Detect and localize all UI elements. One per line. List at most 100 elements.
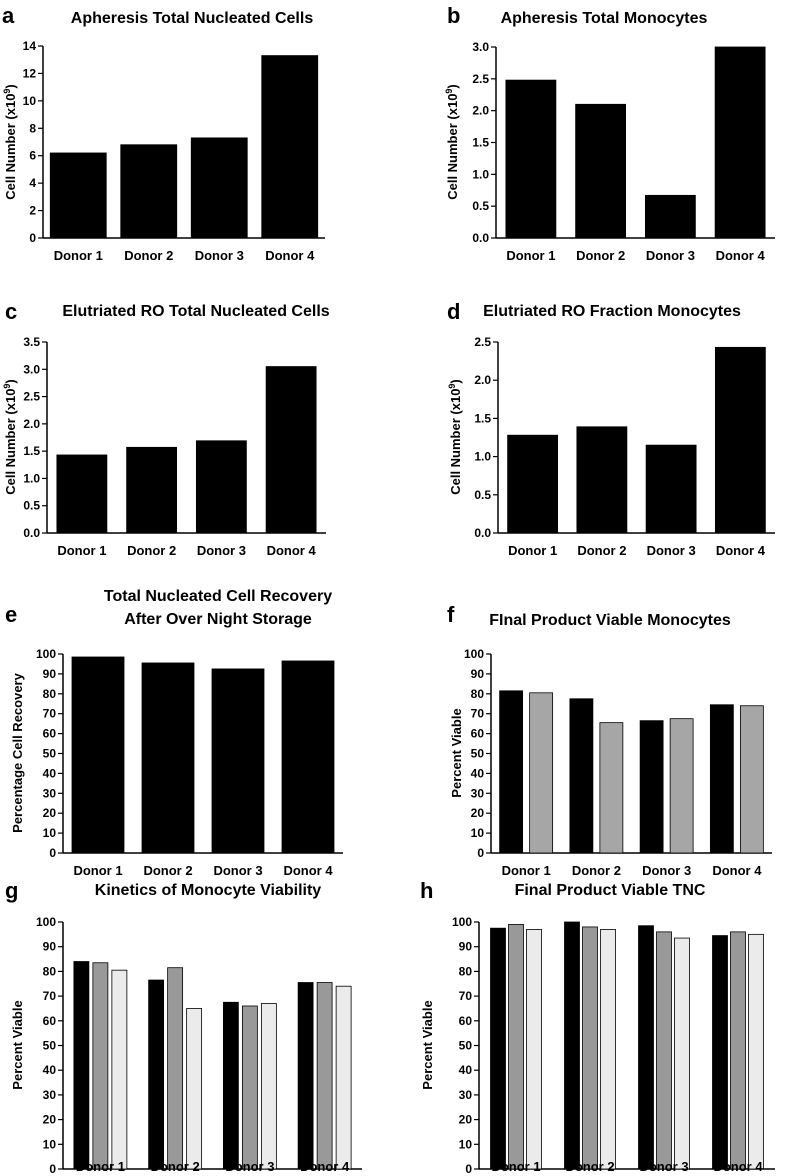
x-tick-label: Donor 4 xyxy=(283,863,333,878)
panel-label: c xyxy=(5,299,17,324)
x-tick-label: Donor 1 xyxy=(491,1159,540,1174)
x-tick-label: Donor 1 xyxy=(54,248,103,263)
bar-donor-1-s3 xyxy=(111,969,128,1170)
x-tick-label: Donor 1 xyxy=(57,543,106,558)
x-tick-label: Donor 2 xyxy=(127,543,176,558)
y-tick-label: 2.5 xyxy=(474,335,491,349)
y-tick-label: 70 xyxy=(459,989,473,1003)
y-tick-label: 90 xyxy=(43,667,57,681)
chart-title: Elutriated RO Total Nucleated Cells xyxy=(62,303,329,320)
x-tick-label: Donor 4 xyxy=(300,1159,350,1174)
y-tick-label: 1.0 xyxy=(23,471,40,485)
bar-donor-1-s2 xyxy=(529,692,554,854)
x-tick-label: Donor 3 xyxy=(197,543,246,558)
panel-label: e xyxy=(5,602,17,627)
y-tick-label: 100 xyxy=(36,915,56,929)
chart-title: Apheresis Total Nucleated Cells xyxy=(71,10,314,27)
y-tick-label: 0.5 xyxy=(23,499,40,513)
bar-donor-2-s3 xyxy=(186,1008,203,1170)
chart-title: After Over Night Storage xyxy=(124,611,312,628)
bar-donor-2-s2 xyxy=(167,967,184,1170)
y-tick-label: 20 xyxy=(459,1113,473,1127)
y-tick-label: 0 xyxy=(477,846,484,860)
y-tick-label: 20 xyxy=(43,1113,57,1127)
bar-donor-2-s2 xyxy=(599,722,624,854)
chart-title: Apheresis Total Monocytes xyxy=(501,10,708,27)
y-tick-label: 10 xyxy=(43,826,57,840)
y-axis-label: Percent Viable xyxy=(420,1000,435,1089)
x-tick-label: Donor 3 xyxy=(225,1159,274,1174)
x-tick-label: Donor 2 xyxy=(565,1159,614,1174)
y-tick-label: 10 xyxy=(43,1137,57,1151)
y-tick-label: 100 xyxy=(464,647,484,661)
y-tick-label: 1.5 xyxy=(474,411,491,425)
y-tick-label: 20 xyxy=(471,806,485,820)
y-tick-label: 40 xyxy=(471,766,485,780)
bar-donor-3-s1 xyxy=(211,668,265,854)
y-tick-label: 40 xyxy=(43,766,57,780)
bar-donor-2-s1 xyxy=(564,921,580,1170)
y-tick-label: 60 xyxy=(459,1014,473,1028)
chart-title: Total Nucleated Cell Recovery xyxy=(104,588,332,605)
bar-donor-3-s2 xyxy=(669,718,694,854)
x-tick-label: Donor 4 xyxy=(716,248,766,263)
panel-d: d Elutriated RO Fraction Monocytes 0.0 0.5 1… xyxy=(447,299,775,558)
y-tick-label: 0.0 xyxy=(23,526,40,540)
x-tick-label: Donor 3 xyxy=(195,248,244,263)
y-tick-label: 20 xyxy=(43,806,57,820)
y-tick-label: 8 xyxy=(29,121,36,135)
y-tick-label: 30 xyxy=(43,1088,57,1102)
bar-donor-1-s1 xyxy=(71,656,125,854)
bar-donor-4-s1 xyxy=(709,704,734,854)
x-tick-label: Donor 2 xyxy=(572,863,621,878)
x-tick-label: Donor 4 xyxy=(716,543,766,558)
bar-donor-1-s3 xyxy=(526,929,542,1170)
bar-donor-3-s3 xyxy=(260,1003,277,1170)
y-tick-label: 80 xyxy=(43,687,57,701)
y-tick-label: 3.5 xyxy=(23,335,40,349)
bar-donor-2-s3 xyxy=(600,929,616,1170)
y-tick-label: 60 xyxy=(471,727,485,741)
y-tick-label: 0 xyxy=(465,1162,472,1176)
y-tick-label: 14 xyxy=(23,39,37,53)
y-tick-label: 30 xyxy=(43,786,57,800)
y-tick-label: 10 xyxy=(459,1137,473,1151)
y-tick-label: 90 xyxy=(459,940,473,954)
bar-donor-4-s2 xyxy=(730,931,746,1170)
bar-donor-4-s1 xyxy=(281,660,335,854)
y-tick-label: 4 xyxy=(29,176,36,190)
y-tick-label: 1.5 xyxy=(23,444,40,458)
panel-label: h xyxy=(420,878,433,903)
panel-f: f FInal Product Viable Monocytes 0 10 20 30 40… xyxy=(447,602,772,878)
bar-donor-4-s3 xyxy=(748,933,764,1170)
bar-donor-3-s1 xyxy=(638,925,654,1170)
y-tick-label: 10 xyxy=(471,826,485,840)
bar-donor-3-s1 xyxy=(639,720,664,854)
y-tick-label: 6 xyxy=(29,149,36,163)
bar-donor-3-s1 xyxy=(195,440,247,534)
bar-donor-2-s1 xyxy=(141,662,195,854)
y-tick-label: 0.0 xyxy=(472,231,489,245)
y-tick-label: 1.5 xyxy=(472,136,489,150)
chart-title: Elutriated RO Fraction Monocytes xyxy=(483,303,741,320)
x-tick-label: Donor 1 xyxy=(73,863,122,878)
panel-label: d xyxy=(447,299,460,324)
y-tick-label: 2 xyxy=(29,204,36,218)
y-tick-label: 2.0 xyxy=(474,373,491,387)
x-tick-label: Donor 1 xyxy=(502,863,551,878)
y-tick-label: 0.0 xyxy=(474,526,491,540)
bar-donor-1-s1 xyxy=(499,690,524,854)
x-tick-label: Donor 1 xyxy=(506,248,555,263)
y-tick-label: 2.0 xyxy=(23,417,40,431)
panel-a: a Apheresis Total Nucleated Cells 0 2 4 6 8 10 1… xyxy=(2,3,325,263)
panel-g: g Kinetics of Monocyte Viability 0 10 20 30 40… xyxy=(5,878,362,1176)
bar-donor-2-s1 xyxy=(148,979,165,1170)
bar-donor-3-s1 xyxy=(222,1001,239,1170)
y-axis-label: Cell Number (x109) xyxy=(2,84,18,200)
y-tick-label: 12 xyxy=(23,66,37,80)
y-tick-label: 50 xyxy=(471,747,485,761)
x-tick-label: Donor 4 xyxy=(713,1159,763,1174)
bar-donor-4-s1 xyxy=(265,366,317,534)
panel-h: h Final Product Viable TNC 0 10 20 30 40 50 60 70… xyxy=(420,878,775,1176)
